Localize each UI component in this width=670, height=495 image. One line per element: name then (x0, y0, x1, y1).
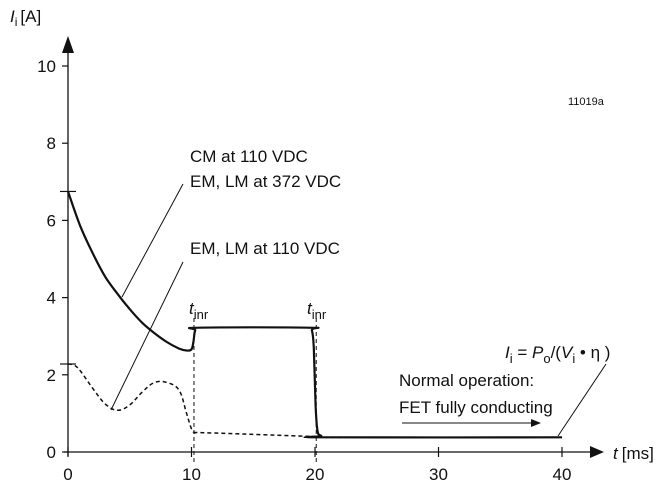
x-tick-label-0: 0 (63, 465, 72, 484)
leader-cm-curve (121, 183, 184, 298)
figure-id: 11019a (568, 96, 605, 108)
x-tick-label-1: 10 (182, 465, 201, 484)
y-tick-label-4: 8 (47, 134, 56, 153)
x-tick-label-4: 40 (553, 465, 572, 484)
y-tick-label-0: 0 (47, 443, 56, 462)
y-ticks: 0 2 4 6 8 10 (37, 57, 68, 462)
leader-em-curve (110, 261, 184, 411)
y-axis-title: Ii [A] (10, 7, 41, 29)
t-inr-label-1: tinr (189, 299, 209, 322)
x-axis-arrow (590, 446, 604, 458)
series-em-lm-110-curve (67, 363, 563, 439)
t-inr-label-2: tinr (307, 299, 327, 322)
y-tick-label-3: 6 (47, 211, 56, 230)
x-tick-label-2: 20 (306, 465, 325, 484)
y-tick-label-2: 4 (47, 289, 56, 308)
y-axis-arrow (62, 36, 74, 53)
annotation-normal-line1: Normal operation: (399, 371, 534, 390)
annotation-cm-line2: EM, LM at 372 VDC (190, 172, 341, 191)
x-axis-title: t [ms] (613, 444, 654, 463)
annotation-cm-line1: CM at 110 VDC (190, 147, 308, 166)
x-tick-label-3: 30 (429, 465, 448, 484)
x-ticks: 0 10 20 30 40 (63, 447, 571, 484)
annotation-em-line: EM, LM at 110 VDC (190, 239, 340, 258)
annotation-normal-line2: FET fully conducting (399, 398, 553, 417)
formula-label: Ii = Po/(Vi • η ) (505, 343, 610, 366)
y-tick-label-1: 2 (47, 366, 56, 385)
y-tick-label-5: 10 (37, 57, 56, 76)
series-cm-110-em-lm-372-curve (66, 191, 563, 439)
leader-formula (557, 363, 607, 437)
